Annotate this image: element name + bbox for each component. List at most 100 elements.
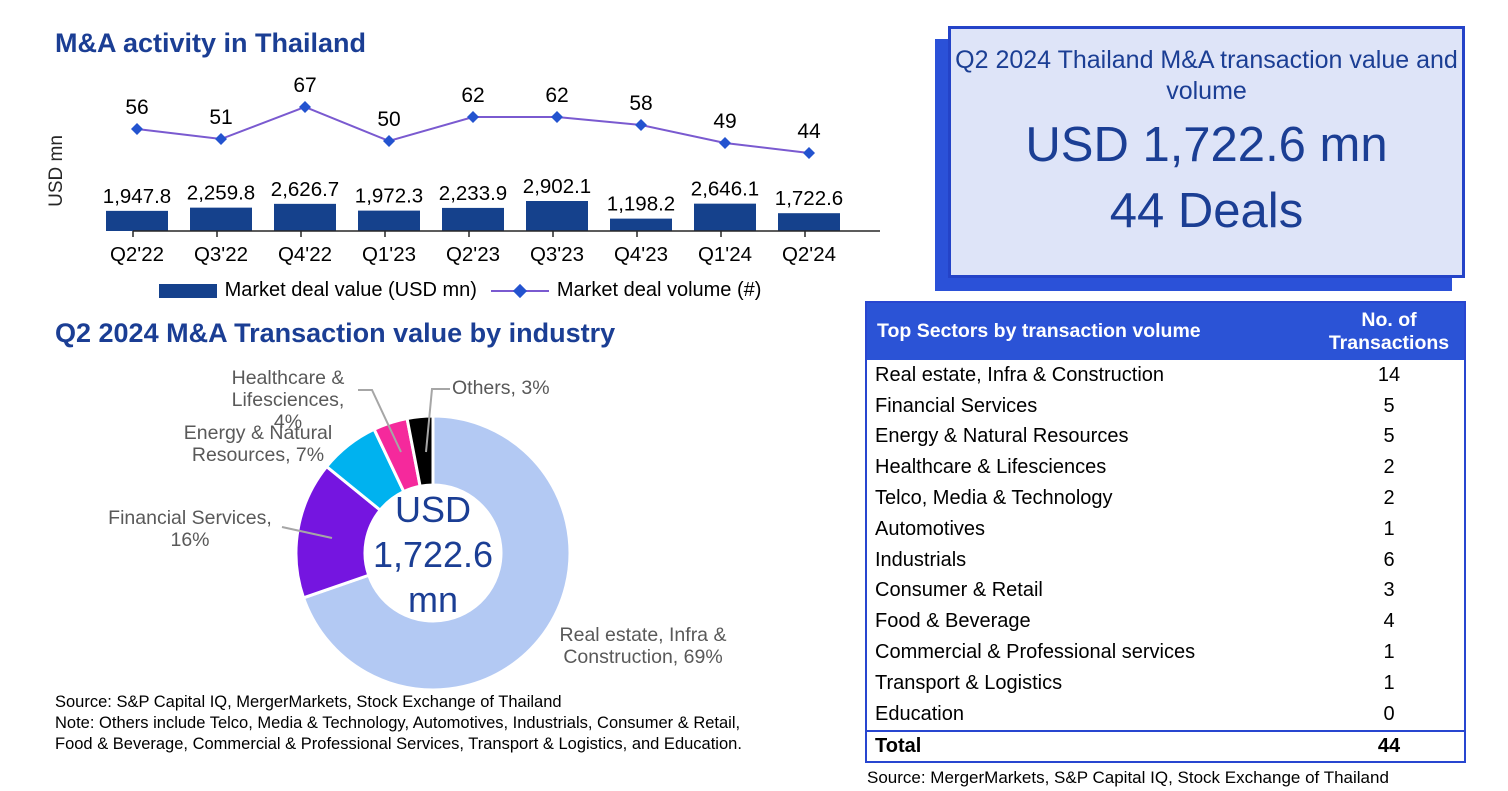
table-row: Food & Beverage 4 (867, 606, 1464, 637)
volume-value-label: 62 (461, 84, 484, 107)
table-total-label: Total (875, 734, 922, 757)
table-cell-sector: Food & Beverage (875, 610, 1031, 633)
volume-marker (383, 135, 395, 147)
bar (358, 210, 420, 231)
table-cell-sector: Financial Services (875, 394, 1038, 417)
table-row: Energy & Natural Resources 5 (867, 422, 1464, 453)
table-cell-sector: Automotives (875, 517, 986, 540)
activity-chart-title: M&A activity in Thailand (55, 28, 367, 58)
volume-marker (719, 137, 731, 149)
table-header-transactions: No. of Transactions (1328, 308, 1450, 354)
table-cell-sector: Healthcare & Lifesciences (875, 456, 1107, 479)
donut-callout-realestate: Real estate, Infra & Construction, 69% (559, 624, 727, 668)
table-total-row: Total 44 (867, 729, 1464, 761)
volume-marker (551, 111, 563, 123)
volume-value-label: 67 (293, 74, 316, 97)
table-row: Consumer & Retail 3 (867, 576, 1464, 607)
x-axis-category: Q2'24 (782, 243, 836, 266)
bar-value-label: 2,233.9 (439, 182, 507, 205)
table-row: Education 0 (867, 699, 1464, 730)
donut-callout-financial: Financial Services, 16% (108, 507, 272, 551)
donut-callout-others: Others, 3% (452, 377, 550, 399)
x-axis-category: Q3'22 (194, 243, 248, 266)
bar-value-label: 2,646.1 (691, 178, 759, 201)
table-cell-count: 2 (1383, 487, 1395, 510)
combo-chart-legend: Market deal value (USD mn) Market deal v… (40, 279, 880, 302)
volume-marker (803, 147, 815, 159)
industry-chart-title: Q2 2024 M&A Transaction value by industr… (55, 318, 616, 348)
table-cell-sector: Education (875, 702, 964, 725)
bar (274, 203, 336, 231)
table-row: Healthcare & Lifesciences 2 (867, 452, 1464, 483)
table-cell-sector: Consumer & Retail (875, 579, 1043, 602)
donut-slice-others (405, 414, 435, 488)
table-row: Automotives 1 (867, 514, 1464, 545)
donut-callout-energy: Energy & Natural Resources, 7% (183, 422, 333, 466)
bar-value-label: 1,722.6 (775, 187, 843, 210)
table-body: Real estate, Infra & Construction 14 Finan… (867, 360, 1464, 730)
table-cell-count: 1 (1383, 517, 1395, 540)
donut-slices (294, 414, 572, 692)
bar-value-label: 2,902.1 (523, 175, 591, 198)
bar-value-label: 1,947.8 (103, 185, 171, 208)
bar (526, 201, 588, 231)
volume-value-label: 51 (209, 106, 232, 129)
bar-value-label: 2,259.8 (187, 182, 255, 205)
table-cell-sector: Commercial & Professional services (875, 641, 1196, 664)
table-cell-sector: Transport & Logistics (875, 671, 1063, 694)
volume-marker (299, 101, 311, 113)
volume-value-label: 58 (629, 92, 652, 115)
table-total-value: 44 (1377, 734, 1401, 757)
y-axis-label: USD mn (46, 135, 67, 207)
x-axis-category: Q4'23 (614, 243, 668, 266)
volume-marker (131, 123, 143, 135)
bar (610, 218, 672, 231)
volume-value-label: 49 (713, 110, 736, 133)
table-cell-count: 5 (1383, 425, 1395, 448)
note-line: Note: Others include Telco, Media & Tech… (55, 714, 742, 753)
table-cell-count: 0 (1383, 702, 1395, 725)
volume-marker (467, 111, 479, 123)
table-cell-sector: Telco, Media & Technology (875, 487, 1113, 510)
bar-value-label: 1,972.3 (355, 185, 423, 208)
table-cell-sector: Real estate, Infra & Construction (875, 363, 1165, 386)
volume-marker (635, 119, 647, 131)
table-header-sectors: Top Sectors by transaction volume (877, 320, 1201, 342)
bar-value-label: 2,626.7 (271, 178, 339, 201)
table-cell-count: 4 (1383, 610, 1395, 633)
x-axis-category: Q1'24 (698, 243, 752, 266)
table-cell-count: 3 (1383, 579, 1395, 602)
table-cell-sector: Energy & Natural Resources (875, 425, 1129, 448)
volume-value-label: 44 (797, 120, 821, 143)
source-line: Source: S&P Capital IQ, MergerMarkets, S… (55, 693, 562, 711)
bar-swatch-icon (158, 283, 217, 298)
donut-chart (281, 388, 572, 692)
bar (694, 203, 756, 231)
table-row: Financial Services 5 (867, 391, 1464, 422)
table-row: Telco, Media & Technology 2 (867, 483, 1464, 514)
legend-bar-label: Market deal value (USD mn) (224, 279, 477, 301)
combo-chart: USD mn 1,947.8 2,259.8 2,626.7 1,972.3 2,233.… (46, 74, 880, 266)
table-cell-count: 6 (1383, 548, 1395, 571)
table-cell-count: 1 (1383, 671, 1395, 694)
table-row: Industrials 6 (867, 545, 1464, 576)
x-axis-category: Q4'22 (278, 243, 332, 266)
bar (106, 210, 168, 231)
volume-value-label: 62 (545, 84, 568, 107)
table-header-row: Top Sectors by transaction volume No. of… (867, 303, 1464, 360)
table-cell-count: 5 (1383, 394, 1395, 417)
x-axis-category: Q1'23 (362, 243, 416, 266)
donut-slice-real-estate-infra-construction (302, 414, 572, 692)
leader-line-others (425, 388, 450, 453)
legend-line-label: Market deal volume (#) (556, 279, 762, 301)
x-axis-category: Q2'22 (110, 243, 164, 266)
x-axis-category: Q3'23 (530, 243, 584, 266)
table-cell-count: 2 (1383, 456, 1395, 479)
table-cell-sector: Industrials (875, 548, 967, 571)
legend-item-deal-volume: Market deal volume (#) (490, 279, 762, 302)
bar-value-label: 1,198.2 (607, 193, 675, 216)
table-row: Transport & Logistics 1 (867, 668, 1464, 699)
table-row: Real estate, Infra & Construction 14 (867, 360, 1464, 391)
table-cell-count: 14 (1377, 363, 1401, 386)
